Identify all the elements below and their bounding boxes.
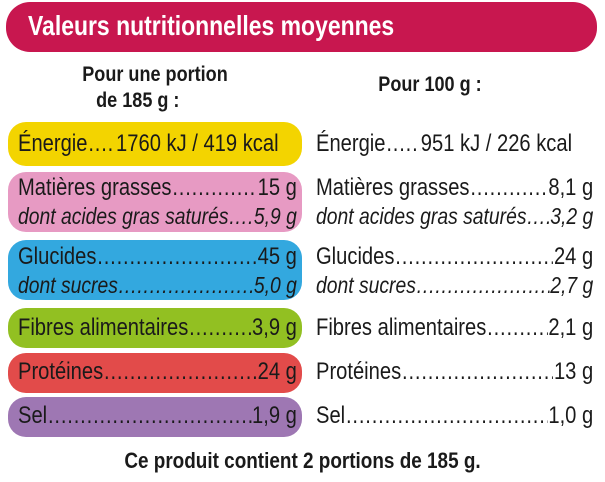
fibres-row-100g: Fibres alimentaires 2,1 g: [316, 313, 593, 343]
sel-label: Sel: [18, 402, 48, 429]
sel-row-portion: Sel 1,9 g: [18, 401, 297, 431]
fibres-label-100g: Fibres alimentaires: [316, 314, 487, 341]
sucres-label: dont sucres: [18, 272, 118, 298]
glucides-label-100g: Glucides: [316, 243, 395, 270]
fibres-100g-value: 2,1 g: [548, 314, 594, 341]
satures-label-100g: dont acides gras saturés: [316, 203, 527, 229]
glucides-row-portion: Glucides 45 g: [18, 242, 297, 272]
proteines-label: Protéines: [18, 358, 104, 385]
title-banner: Valeurs nutritionnelles moyennes: [6, 2, 597, 52]
sel-label-100g: Sel: [316, 402, 346, 429]
energie-pill: [8, 122, 302, 166]
satures-row-portion: dont acides gras saturés 5,9 g: [18, 201, 297, 231]
energie-label: Énergie: [18, 130, 88, 157]
graisses-label: Matières grasses: [18, 174, 172, 201]
graisses-portion-value: 15 g: [257, 174, 297, 201]
graisses-row-100g: Matières grasses 8,1 g: [316, 173, 593, 203]
proteines-row-portion: Protéines 24 g: [18, 357, 297, 387]
sel-100g-value: 1,0 g: [548, 402, 594, 429]
energie-row-100g: Énergie 951 kJ / 226 kcal: [316, 129, 593, 159]
glucides-label: Glucides: [18, 243, 97, 270]
energie-label-100g: Énergie: [316, 130, 386, 157]
energie-row-portion: Énergie 1760 kJ / 419 kcal: [18, 129, 297, 159]
glucides-100g-value: 24 g: [553, 243, 594, 270]
fibres-row-portion: Fibres alimentaires 3,9 g: [18, 313, 297, 343]
proteines-label-100g: Protéines: [316, 358, 402, 385]
fibres-portion-value: 3,9 g: [252, 314, 297, 341]
proteines-row-100g: Protéines 13 g: [316, 357, 593, 387]
column-header-portion-line1: Pour une portion: [82, 63, 228, 86]
proteines-portion-value: 24 g: [257, 358, 297, 385]
graisses-row-portion: Matières grasses 15 g: [18, 173, 297, 203]
fibres-pill: [8, 308, 302, 348]
satures-portion-value: 5,9 g: [253, 203, 297, 229]
sucres-row-portion: dont sucres 5,0 g: [18, 270, 297, 300]
glucides-portion-value: 45 g: [257, 243, 297, 270]
satures-100g-value: 3,2 g: [550, 203, 594, 229]
energie-100g-value: 951 kJ / 226 kcal: [420, 130, 573, 157]
energie-portion-value: 1760 kJ / 419 kcal: [116, 130, 279, 157]
glucides-row-100g: Glucides 24 g: [316, 242, 593, 272]
column-header-portion: Pour une portion de 185 g :: [48, 62, 263, 114]
sucres-100g-value: 2,7 g: [550, 272, 594, 298]
table-title: Valeurs nutritionnelles moyennes: [28, 10, 395, 41]
fibres-label: Fibres alimentaires: [18, 314, 189, 341]
column-header-100g: Pour 100 g :: [378, 73, 482, 96]
sucres-portion-value: 5,0 g: [253, 272, 297, 298]
graisses-100g-value: 8,1 g: [548, 174, 594, 201]
sel-portion-value: 1,9 g: [252, 402, 297, 429]
sel-row-100g: Sel 1,0 g: [316, 401, 593, 431]
sucres-label-100g: dont sucres: [316, 272, 416, 298]
column-header-portion-line2: de 185 g :: [96, 89, 180, 112]
sucres-row-100g: dont sucres 2,7 g: [316, 270, 593, 300]
proteines-100g-value: 13 g: [553, 358, 594, 385]
footer-note: Ce produit contient 2 portions de 185 g.: [124, 448, 481, 473]
satures-row-100g: dont acides gras saturés 3,2 g: [316, 201, 593, 231]
satures-label: dont acides gras saturés: [18, 203, 229, 229]
graisses-label-100g: Matières grasses: [316, 174, 470, 201]
